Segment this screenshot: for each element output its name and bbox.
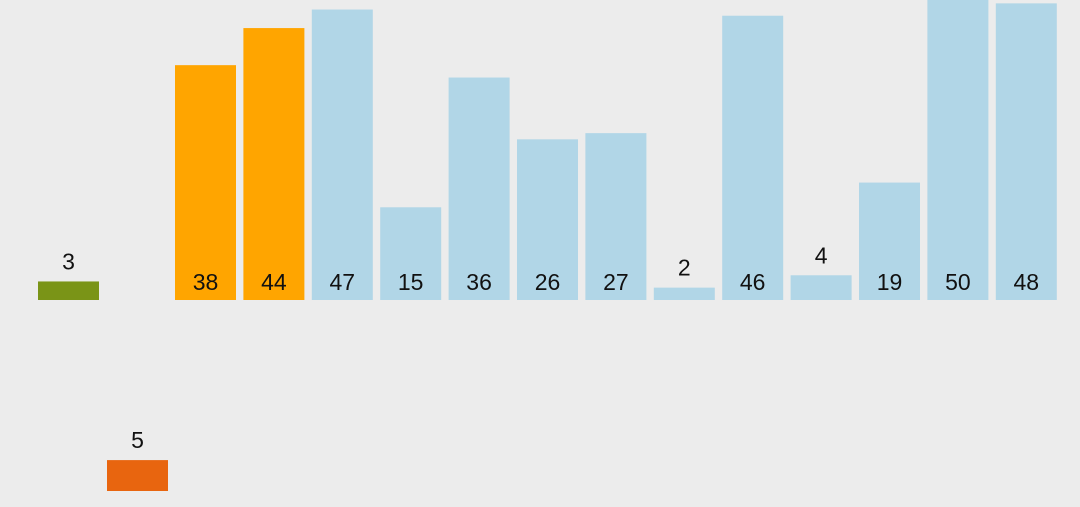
bar <box>585 133 647 300</box>
bar-value-label: 46 <box>740 269 766 295</box>
bar <box>311 9 373 300</box>
bar-value-label: 4 <box>815 242 828 268</box>
bar-value-label: 38 <box>193 269 219 295</box>
current-element-label: 3 <box>62 248 75 274</box>
bar <box>927 0 989 300</box>
bar-value-label: 15 <box>398 269 424 295</box>
bar-value-label: 26 <box>535 269 561 295</box>
bar-value-label: 48 <box>1014 269 1040 295</box>
bar <box>517 139 578 300</box>
bar <box>380 207 442 300</box>
bar <box>243 28 305 301</box>
bar-value-label: 27 <box>603 269 629 295</box>
bar <box>859 182 920 300</box>
incoming-element-label: 5 <box>131 427 144 453</box>
bar <box>175 65 236 300</box>
bar <box>790 275 852 300</box>
bar-value-label: 50 <box>945 269 971 295</box>
current-element-bar <box>38 281 99 300</box>
bar-value-label: 44 <box>261 269 287 295</box>
bar <box>448 77 510 301</box>
bar <box>995 3 1057 301</box>
incoming-element-bar <box>107 460 168 491</box>
bar-value-label: 2 <box>678 255 691 281</box>
bar-value-label: 19 <box>877 269 903 295</box>
bar-value-label: 36 <box>466 269 492 295</box>
bar <box>722 15 784 300</box>
bar <box>653 287 715 300</box>
bar-value-label: 47 <box>330 269 356 295</box>
